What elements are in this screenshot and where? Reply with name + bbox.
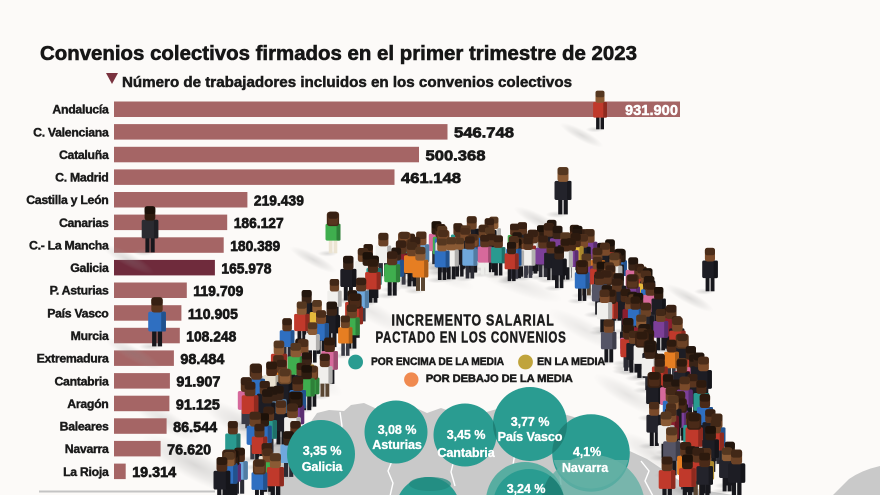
svg-text:119.709: 119.709: [193, 283, 243, 300]
svg-text:4,1%: 4,1%: [573, 445, 601, 459]
svg-text:País Vasco: País Vasco: [47, 306, 109, 320]
svg-text:Aragón: Aragón: [67, 397, 108, 411]
svg-text:19.314: 19.314: [132, 464, 177, 481]
svg-text:500.368: 500.368: [426, 147, 486, 164]
svg-text:POR DEBAJO DE LA MEDIA: POR DEBAJO DE LA MEDIA: [426, 373, 573, 385]
svg-text:Galicia: Galicia: [70, 261, 109, 275]
svg-text:P. Asturias: P. Asturias: [50, 284, 109, 298]
svg-text:3,35 %: 3,35 %: [303, 444, 342, 458]
svg-text:108.248: 108.248: [186, 328, 236, 345]
svg-text:Baleares: Baleares: [60, 420, 109, 434]
svg-text:Cataluña: Cataluña: [59, 148, 109, 162]
svg-text:C. Madrid: C. Madrid: [55, 171, 108, 185]
svg-text:931.900: 931.900: [625, 102, 678, 119]
svg-text:546.748: 546.748: [454, 125, 514, 142]
svg-text:219.439: 219.439: [254, 193, 304, 210]
svg-text:País Vasco: País Vasco: [498, 430, 563, 444]
svg-text:PACTADO EN LOS CONVENIOS: PACTADO EN LOS CONVENIOS: [376, 330, 567, 347]
svg-text:165.978: 165.978: [221, 261, 271, 278]
svg-text:3,77 %: 3,77 %: [511, 415, 550, 429]
svg-text:Cantabria: Cantabria: [54, 374, 108, 388]
svg-text:Cantabria: Cantabria: [437, 446, 495, 460]
svg-text:3,08 %: 3,08 %: [378, 423, 417, 437]
svg-text:Andalucía: Andalucía: [52, 103, 109, 117]
svg-text:86.544: 86.544: [173, 419, 218, 436]
svg-text:Número de trabajadores incluid: Número de trabajadores incluidos en los …: [122, 75, 572, 91]
svg-text:La Rioja: La Rioja: [63, 465, 109, 479]
svg-text:Asturias: Asturias: [372, 438, 422, 452]
svg-text:186.127: 186.127: [234, 215, 284, 232]
svg-text:Castilla y León: Castilla y León: [26, 193, 108, 207]
svg-text:461.148: 461.148: [401, 170, 461, 187]
svg-text:Navarra: Navarra: [562, 461, 609, 475]
svg-text:Navarra: Navarra: [65, 442, 109, 456]
svg-text:INCREMENTO SALARIAL: INCREMENTO SALARIAL: [392, 313, 555, 330]
svg-text:Convenios colectivos firmados: Convenios colectivos firmados en el prim…: [40, 42, 637, 65]
svg-text:Extremadura: Extremadura: [37, 352, 109, 366]
svg-text:C.- La Mancha: C.- La Mancha: [29, 239, 109, 253]
svg-text:Murcia: Murcia: [71, 329, 109, 343]
svg-text:180.389: 180.389: [230, 238, 280, 255]
svg-text:76.620: 76.620: [167, 442, 211, 459]
svg-text:3,24 %: 3,24 %: [507, 482, 546, 495]
svg-text:EN LA MEDIA: EN LA MEDIA: [537, 356, 605, 368]
svg-text:Canarias: Canarias: [59, 216, 109, 230]
svg-text:C. Valenciana: C. Valenciana: [33, 125, 109, 139]
svg-text:110.905: 110.905: [188, 306, 238, 323]
svg-text:POR ENCIMA DE LA MEDIA: POR ENCIMA DE LA MEDIA: [371, 356, 504, 368]
svg-text:3,45 %: 3,45 %: [447, 428, 486, 442]
svg-text:98.484: 98.484: [180, 351, 225, 368]
svg-text:91.125: 91.125: [176, 396, 220, 413]
svg-text:91.907: 91.907: [176, 374, 220, 391]
svg-text:Galicia: Galicia: [302, 460, 344, 474]
